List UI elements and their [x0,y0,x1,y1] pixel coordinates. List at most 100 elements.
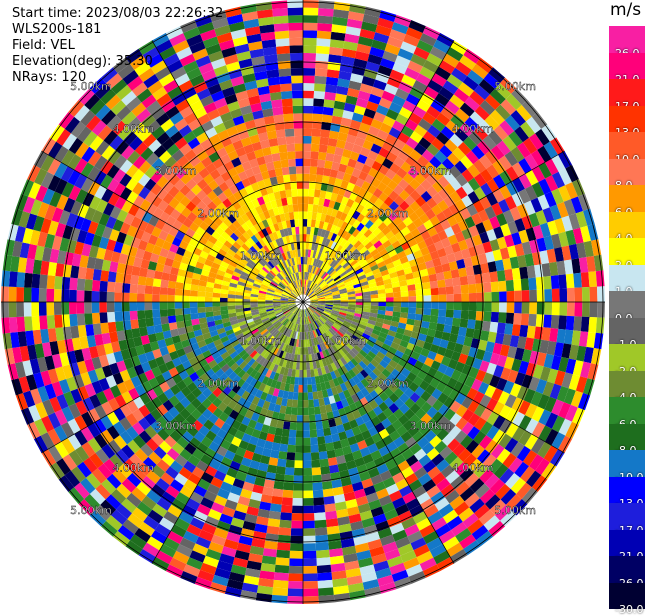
range-gate [369,204,380,214]
range-gate [378,297,387,302]
range-gate [355,302,364,306]
range-gate [310,296,318,300]
range-gate [324,434,333,444]
range-gate [521,487,538,505]
range-gate [318,269,324,277]
range-gate [111,509,128,525]
range-gate [290,353,295,362]
range-gate [323,230,331,239]
range-gate [409,149,422,162]
range-gate [443,324,453,334]
range-gate [500,99,517,116]
range-gate [357,339,367,347]
range-gate [535,128,550,146]
range-gate [440,464,455,479]
range-gate [284,268,290,276]
range-gate [235,90,249,101]
range-gate [44,383,57,400]
range-gate [100,499,117,516]
range-gate [401,296,409,302]
range-gate [354,542,370,554]
range-gate [333,275,341,282]
range-gate [224,272,233,279]
range-gate [326,223,333,232]
range-gate [310,300,319,302]
range-gate [303,226,307,235]
range-gate [303,543,317,552]
range-gate [247,274,256,281]
range-gate [37,231,48,248]
range-gate [488,520,506,537]
range-gate [279,253,285,262]
range-gate [91,209,103,224]
range-gate [262,486,274,496]
range-gate [106,239,117,252]
range-gate [303,15,319,24]
range-gate [296,316,300,324]
range-gate [332,305,341,308]
range-gate [277,412,286,422]
range-gate [535,378,548,394]
range-gate [55,263,65,277]
range-gate [261,367,269,376]
range-gate [450,325,460,335]
range-gate [273,160,282,170]
range-gate [284,128,295,137]
range-gate [450,269,460,279]
range-gate [344,232,352,241]
range-gate [242,73,256,84]
range-gate [331,271,339,279]
range-gate [439,255,449,265]
range-gate [437,279,446,288]
range-gate [126,400,139,414]
range-gate [74,173,88,189]
range-gate [379,202,389,213]
range-gate [281,197,288,206]
range-gate [224,499,238,511]
range-gate [95,448,110,464]
range-gate [277,221,284,231]
range-gate [284,344,290,353]
range-gate [275,365,283,374]
range-gate [301,332,303,340]
range-gate [227,150,239,161]
range-gate [561,372,573,389]
range-gate [361,357,371,367]
range-gate [369,390,380,400]
range-gate [312,330,317,338]
range-gate [421,275,430,284]
range-gate [303,407,309,416]
range-gate [367,278,376,285]
range-gate [505,422,519,438]
range-gate [287,227,293,236]
range-gate [174,390,186,402]
range-gate [303,369,307,378]
range-gate [440,483,456,498]
range-gate [248,41,263,51]
range-gate [314,413,322,423]
range-gate [137,219,149,232]
range-gate [348,419,359,429]
range-gate [291,291,298,298]
range-gate [77,461,92,478]
range-gate [511,88,528,105]
range-gate [476,302,485,312]
range-gate [504,195,517,210]
range-gate [304,309,308,317]
range-gate [546,340,557,356]
range-gate [464,472,480,488]
range-gate [382,355,392,365]
range-gate [174,295,183,302]
range-gate [350,393,360,403]
range-gate [169,243,179,254]
range-gate [317,367,323,376]
range-gate [311,459,321,468]
range-gate [391,281,400,288]
range-gate [265,352,273,361]
range-gate [252,342,261,351]
range-gate [551,188,564,205]
range-gate [476,140,491,155]
range-gate [350,274,359,281]
range-gate [290,322,295,331]
range-gate [178,466,192,480]
